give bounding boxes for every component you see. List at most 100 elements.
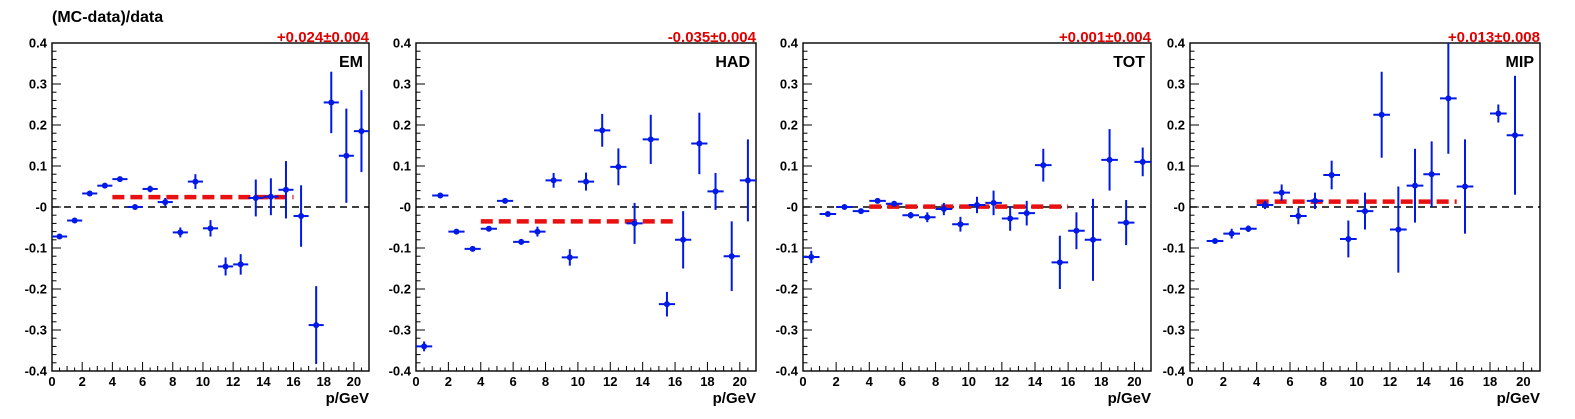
data-marker <box>518 238 525 245</box>
x-tick-label: 20 <box>347 374 361 389</box>
data-marker <box>824 210 831 217</box>
data-marker <box>1056 259 1063 266</box>
data-point <box>885 200 903 207</box>
y-tick-label: 0.1 <box>29 159 47 174</box>
y-tick-label: -0.4 <box>389 364 412 379</box>
data-point <box>626 202 643 244</box>
data-point <box>338 108 354 203</box>
data-marker <box>808 254 815 261</box>
data-marker <box>1212 238 1218 245</box>
data-marker <box>907 212 914 219</box>
data-marker <box>177 229 184 236</box>
data-point <box>968 196 986 214</box>
x-tick-label: 4 <box>477 374 485 389</box>
data-marker <box>1462 183 1468 190</box>
data-marker <box>712 188 719 195</box>
x-tick-label: 8 <box>932 374 939 389</box>
data-marker <box>663 301 670 308</box>
data-point <box>353 90 369 173</box>
x-tick-label: 20 <box>1127 374 1141 389</box>
data-point <box>561 249 578 266</box>
x-tick-label: 18 <box>1483 374 1497 389</box>
x-tick-label: 12 <box>995 374 1009 389</box>
data-marker <box>728 253 735 260</box>
x-tick-label: 2 <box>833 374 840 389</box>
panel-tot: -0.4 -0.3 -0.2 -0.1 -0 0.1 0.2 0.3 0.4 0 2 4 6 8 10 12 1… <box>776 29 1152 407</box>
fit-value-label: +0.001±0.004 <box>1059 29 1152 46</box>
x-tick-label: 10 <box>1349 374 1363 389</box>
data-marker <box>534 228 541 235</box>
data-point <box>1440 43 1457 154</box>
data-marker <box>1445 95 1452 102</box>
x-tick-label: 16 <box>668 374 682 389</box>
x-tick-label: 14 <box>1028 374 1043 389</box>
data-point <box>1390 186 1407 273</box>
y-tick-label: -0.1 <box>389 241 411 256</box>
data-point <box>739 139 756 222</box>
data-marker <box>282 186 289 193</box>
data-point <box>610 148 627 186</box>
x-tick-label: 6 <box>510 374 517 389</box>
data-point <box>97 182 113 189</box>
x-tick-label: 16 <box>1449 374 1463 389</box>
data-marker <box>680 236 687 243</box>
data-point <box>723 221 740 292</box>
data-point <box>1134 147 1151 177</box>
y-tick-label: -0.2 <box>389 282 411 297</box>
y-tick-label: 0.4 <box>29 36 48 51</box>
data-marker <box>453 228 460 235</box>
data-marker <box>550 177 557 184</box>
fit-value-label: +0.013±0.008 <box>1448 29 1540 46</box>
data-point <box>1001 206 1019 231</box>
data-point <box>432 192 449 199</box>
data-point <box>658 291 676 317</box>
data-marker <box>1073 227 1080 234</box>
data-point <box>594 113 611 147</box>
data-point <box>1290 207 1307 225</box>
data-point <box>513 238 530 245</box>
data-point <box>112 176 128 183</box>
y-tick-label: 0.3 <box>780 77 798 92</box>
data-marker <box>874 197 881 204</box>
data-marker <box>1412 182 1418 189</box>
x-tick-label: 0 <box>48 374 55 389</box>
fit-value-label: -0.035±0.004 <box>668 29 757 46</box>
data-marker <box>252 194 259 201</box>
data-point <box>1273 184 1290 201</box>
data-marker <box>1007 215 1014 222</box>
x-tick-label: 10 <box>571 374 585 389</box>
panel-mip: -0.4 -0.3 -0.2 -0.1 -0 0.1 0.2 0.3 0.4 0 2 4 6 8 10 12 1… <box>1163 29 1541 407</box>
x-tick-label: 12 <box>603 374 617 389</box>
x-tick-label: 0 <box>1186 374 1193 389</box>
data-marker <box>313 322 320 329</box>
data-marker <box>237 261 244 268</box>
data-point <box>1456 139 1474 234</box>
y-tick-label: -0.1 <box>776 241 798 256</box>
data-point <box>1423 141 1440 207</box>
data-point <box>803 250 820 264</box>
data-marker <box>1345 235 1352 242</box>
data-point <box>278 161 294 219</box>
data-point <box>545 172 562 188</box>
data-marker <box>940 206 947 213</box>
data-point <box>1306 192 1324 210</box>
data-point <box>1323 160 1340 190</box>
y-tick-label: 0.2 <box>1167 118 1185 133</box>
y-tick-label: 0.2 <box>29 118 47 133</box>
y-tick-label: -0.4 <box>25 364 48 379</box>
data-point <box>529 226 546 237</box>
x-tick-label: 16 <box>1061 374 1075 389</box>
x-axis-title: p/GeV <box>1108 390 1151 407</box>
x-tick-label: 10 <box>196 374 210 389</box>
data-point <box>1035 148 1052 182</box>
data-marker <box>1106 156 1113 163</box>
data-point <box>142 185 158 193</box>
x-tick-label: 12 <box>1383 374 1397 389</box>
y-tick-label: 0.4 <box>393 36 412 51</box>
x-tick-label: 18 <box>316 374 330 389</box>
data-point <box>464 245 481 252</box>
x-axis-title: p/GeV <box>713 390 756 407</box>
data-marker <box>222 263 229 270</box>
y-tick-label: 0.1 <box>780 159 798 174</box>
data-point <box>1084 198 1102 281</box>
